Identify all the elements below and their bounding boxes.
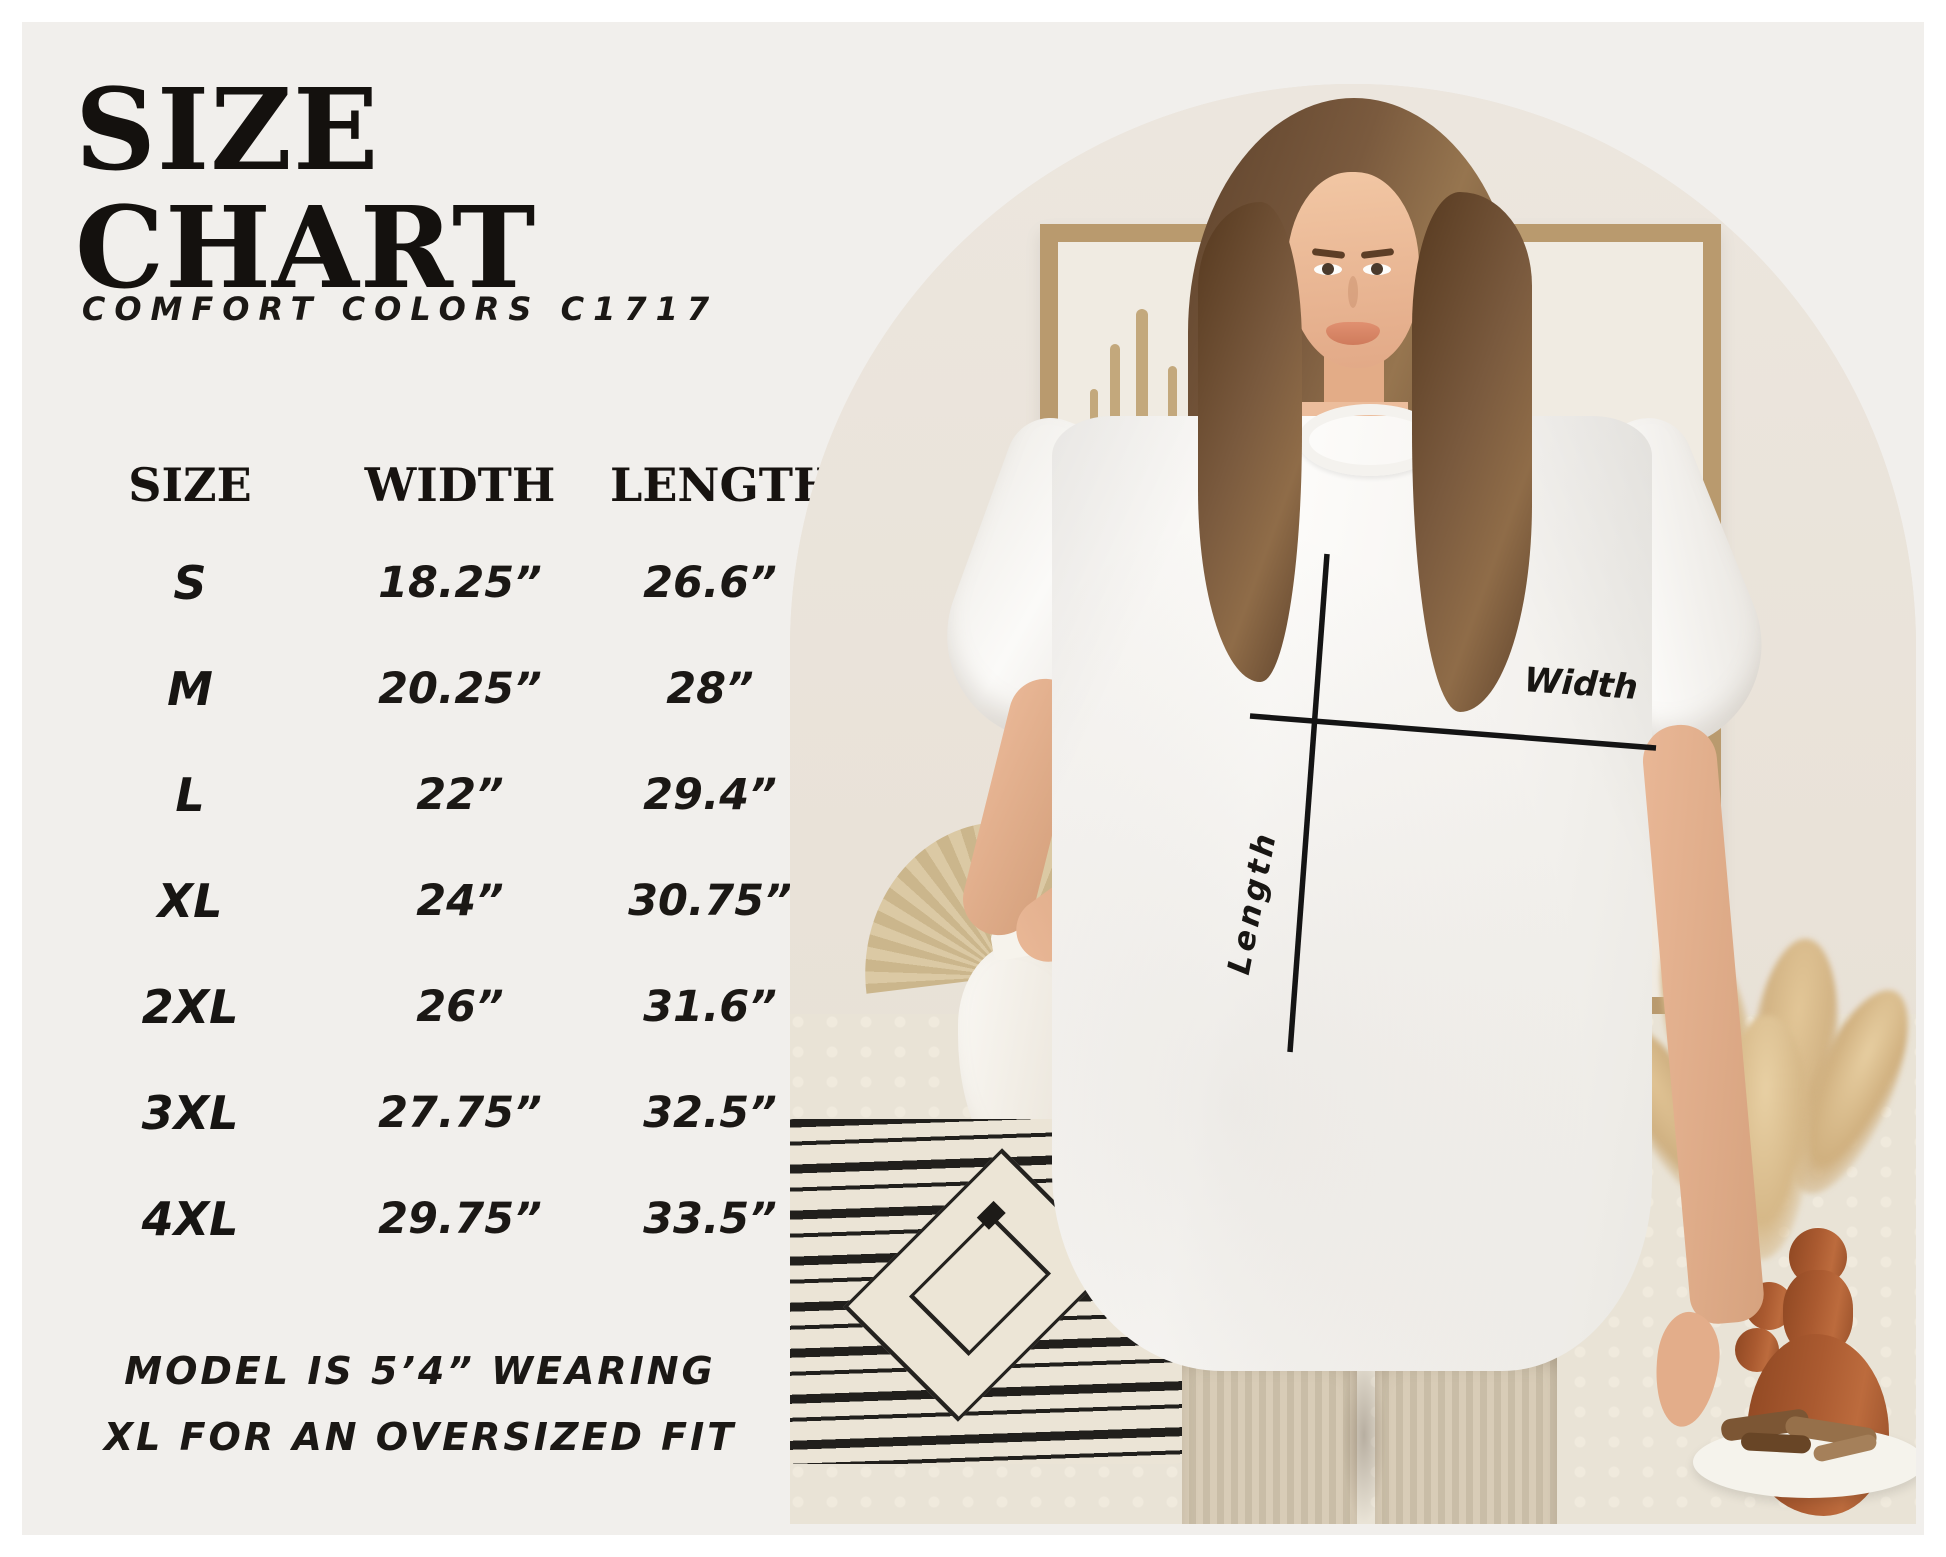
size-label: S — [173, 556, 207, 610]
table-row: 4XL 29.75” 33.5” — [70, 1166, 810, 1272]
iris — [1322, 263, 1334, 275]
leg-gap-shadow — [1342, 1346, 1386, 1524]
size-label: M — [167, 662, 213, 716]
model-fit-note: MODEL IS 5’4” WEARING XL FOR AN OVERSIZE… — [40, 1338, 800, 1470]
width-value: 18.25” — [378, 558, 542, 608]
nose — [1348, 276, 1358, 308]
model-hair-strand — [1412, 192, 1532, 712]
model-hair-strand — [1198, 202, 1302, 682]
leggings-left — [1182, 1346, 1357, 1524]
length-value: 31.6” — [643, 982, 777, 1032]
length-value: 28” — [666, 664, 754, 714]
table-row: S 18.25” 26.6” — [70, 530, 810, 636]
size-table: SIZE WIDTH LENGTH S 18.25” 26.6” M 20.25… — [70, 440, 837, 1272]
length-value: 33.5” — [643, 1194, 777, 1244]
width-value: 22” — [416, 770, 504, 820]
table-row: 3XL 27.75” 32.5” — [70, 1060, 810, 1166]
table-row: L 22” 29.4” — [70, 742, 810, 848]
length-line — [1287, 553, 1330, 1053]
table-header-row: SIZE WIDTH LENGTH — [70, 440, 837, 530]
size-label: 4XL — [141, 1192, 239, 1246]
table-row: XL 24” 30.75” — [70, 848, 810, 954]
product-photo-arch: Width Length — [790, 84, 1916, 1524]
width-value: 24” — [416, 876, 504, 926]
size-label: L — [175, 768, 205, 822]
product-code-subtitle: COMFORT COLORS C1717 — [81, 290, 719, 328]
fit-note-line1: MODEL IS 5’4” WEARING — [124, 1349, 716, 1393]
width-value: 20.25” — [378, 664, 542, 714]
lips — [1326, 322, 1380, 345]
column-header-length: LENGTH — [610, 458, 837, 512]
size-info-panel: SIZE CHART COMFORT COLORS C1717 SIZE WID… — [40, 0, 836, 1557]
length-value: 26.6” — [643, 558, 777, 608]
length-value: 30.75” — [628, 876, 792, 926]
fit-note-line2: XL FOR AN OVERSIZED FIT — [103, 1415, 737, 1459]
leggings-right — [1375, 1346, 1557, 1524]
table-row: M 20.25” 28” — [70, 636, 810, 742]
tshirt-front — [1052, 416, 1652, 1371]
model-face — [1287, 172, 1419, 368]
size-label: XL — [157, 874, 223, 928]
measurement-lines-overlay — [1249, 553, 1657, 1053]
length-value: 32.5” — [643, 1088, 777, 1138]
length-value: 29.4” — [643, 770, 777, 820]
width-value: 29.75” — [378, 1194, 542, 1244]
driftwood-plate — [1693, 1407, 1916, 1498]
width-line — [1249, 713, 1657, 751]
width-value: 26” — [416, 982, 504, 1032]
table-row: 2XL 26” 31.6” — [70, 954, 810, 1060]
size-label: 2XL — [141, 980, 239, 1034]
size-label: 3XL — [141, 1086, 239, 1140]
iris — [1371, 263, 1383, 275]
width-value: 27.75” — [378, 1088, 542, 1138]
column-header-width: WIDTH — [364, 458, 556, 512]
page-title: SIZE CHART — [75, 65, 537, 314]
column-header-size: SIZE — [128, 458, 252, 512]
